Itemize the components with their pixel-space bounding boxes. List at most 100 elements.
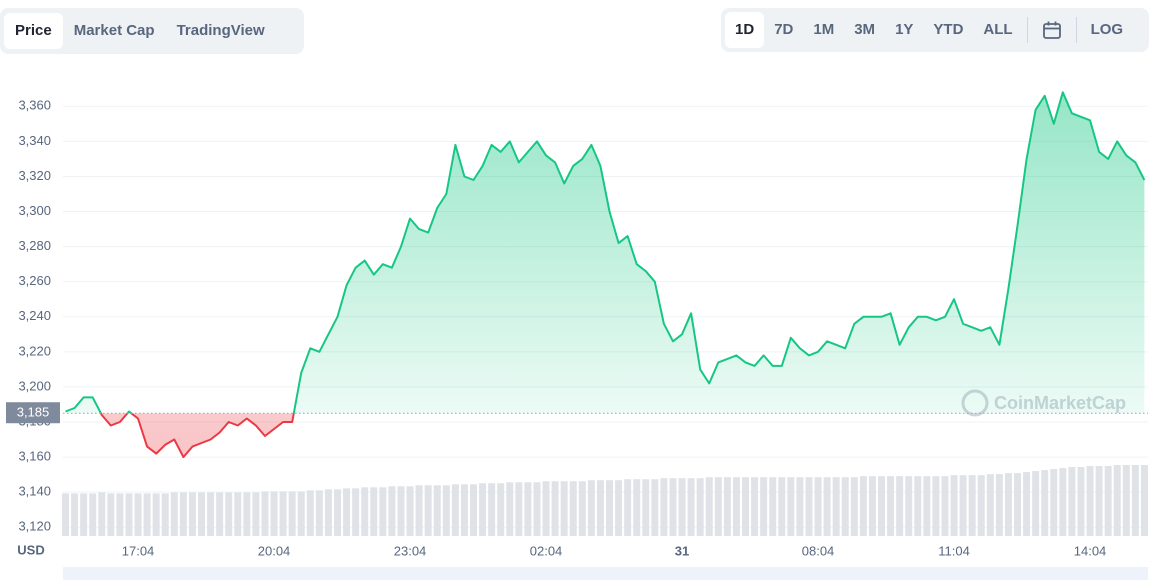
range-button[interactable]: YTD bbox=[933, 21, 964, 38]
tab[interactable]: Market Cap bbox=[73, 22, 155, 39]
volume-bar bbox=[986, 474, 994, 536]
volume-bar bbox=[1004, 473, 1012, 536]
volume-bar bbox=[814, 477, 822, 536]
volume-bar bbox=[742, 477, 750, 536]
volume-bar bbox=[751, 477, 759, 536]
range-group: 1D 7D 1M 3M 1Y YTD ALL LOG bbox=[721, 8, 1149, 52]
range-button[interactable]: ALL bbox=[983, 21, 1013, 38]
volume-bar bbox=[125, 493, 133, 536]
volume-bar bbox=[424, 485, 432, 536]
volume-bar bbox=[116, 493, 124, 536]
volume-bar bbox=[306, 490, 314, 536]
volume-bar bbox=[243, 492, 251, 536]
volume-bar bbox=[506, 482, 514, 536]
volume-bar bbox=[80, 493, 88, 536]
volume-bar bbox=[533, 482, 541, 536]
area-fill bbox=[65, 92, 1145, 414]
volume-bar bbox=[914, 476, 922, 536]
volume-bar bbox=[1131, 465, 1139, 536]
volume-bar bbox=[678, 478, 686, 536]
y-tick-label: 3,320 bbox=[18, 168, 51, 183]
baseline-label-bg bbox=[6, 402, 60, 424]
volume-bar bbox=[315, 490, 323, 536]
volume-bar bbox=[252, 492, 260, 536]
volume-bar bbox=[687, 478, 695, 536]
volume-bar bbox=[433, 485, 441, 536]
volume-bar bbox=[234, 492, 242, 536]
volume-bar bbox=[143, 493, 151, 536]
volume-bar bbox=[760, 477, 768, 536]
volume-bar bbox=[179, 492, 187, 536]
x-tick-label: 08:04 bbox=[802, 543, 835, 558]
volume-bar bbox=[995, 474, 1003, 536]
volume-bar bbox=[551, 481, 559, 536]
y-tick-label: 3,360 bbox=[18, 98, 51, 113]
volume-bar bbox=[569, 481, 577, 536]
volume-bar bbox=[596, 480, 604, 536]
y-tick-label: 3,240 bbox=[18, 308, 51, 323]
volume-bar bbox=[1041, 470, 1049, 536]
volume-bar bbox=[615, 480, 623, 536]
tab[interactable]: Price bbox=[4, 13, 63, 49]
volume-bar bbox=[642, 479, 650, 536]
volume-bar bbox=[578, 481, 586, 536]
volume-bar bbox=[796, 477, 804, 536]
price-line bbox=[99, 413, 295, 459]
range-button[interactable]: 7D bbox=[774, 21, 794, 38]
x-tick-label: 14:04 bbox=[1074, 543, 1107, 558]
price-line bbox=[65, 91, 1146, 414]
volume-bar bbox=[107, 493, 115, 536]
y-axis-unit: USD bbox=[17, 542, 44, 557]
volume-bar bbox=[297, 491, 305, 536]
volume-bar bbox=[805, 477, 813, 536]
volume-bar bbox=[705, 477, 713, 536]
volume-bar bbox=[624, 479, 632, 536]
volume-bar bbox=[198, 492, 206, 536]
volume-bar bbox=[134, 493, 142, 536]
volume-bar bbox=[859, 476, 867, 536]
tab[interactable]: TradingView bbox=[176, 22, 265, 39]
y-tick-label: 3,200 bbox=[18, 378, 51, 393]
y-tick-label: 3,280 bbox=[18, 238, 51, 253]
volume-bar bbox=[207, 492, 215, 536]
log-button[interactable]: LOG bbox=[1090, 21, 1124, 38]
x-tick-label: 11:04 bbox=[938, 543, 970, 558]
volume-bar bbox=[62, 493, 69, 536]
volume-bar bbox=[633, 479, 641, 536]
volume-bar bbox=[542, 481, 550, 536]
volume-bar bbox=[1122, 465, 1130, 536]
baseline-label: 3,185 bbox=[17, 405, 50, 420]
volume-bar bbox=[388, 486, 396, 536]
volume-bar bbox=[397, 486, 405, 536]
volume-bar bbox=[896, 476, 904, 536]
range-button[interactable]: 1M bbox=[813, 21, 835, 38]
volume-bar bbox=[261, 491, 269, 536]
navigator bbox=[63, 567, 1148, 580]
volume-bar bbox=[288, 491, 296, 536]
x-tick-label: 23:04 bbox=[394, 543, 427, 558]
volume-bar bbox=[1095, 466, 1103, 536]
volume-bar bbox=[1050, 469, 1058, 536]
y-tick-label: 3,300 bbox=[18, 203, 51, 218]
y-tick-label: 3,260 bbox=[18, 273, 51, 288]
volume-bar bbox=[968, 475, 976, 536]
range-button[interactable]: 1D bbox=[725, 12, 765, 48]
volume-bar bbox=[98, 492, 106, 536]
range-button[interactable]: 1Y bbox=[895, 21, 914, 38]
volume-bar bbox=[379, 487, 387, 536]
volume-bar bbox=[470, 484, 478, 536]
volume-bar bbox=[769, 477, 777, 536]
volume-bar bbox=[324, 489, 332, 536]
range-button[interactable]: 3M bbox=[854, 21, 876, 38]
calendar-button[interactable] bbox=[1032, 12, 1072, 48]
volume-bar bbox=[669, 478, 677, 536]
volume-bar bbox=[1077, 467, 1085, 536]
volume-bar bbox=[451, 484, 459, 536]
volume-bar bbox=[714, 477, 722, 536]
volume-bar bbox=[524, 482, 532, 536]
volume-bar bbox=[497, 483, 505, 536]
volume-bar bbox=[696, 478, 704, 536]
volume-bar bbox=[850, 477, 858, 536]
volume-bar bbox=[488, 483, 496, 536]
